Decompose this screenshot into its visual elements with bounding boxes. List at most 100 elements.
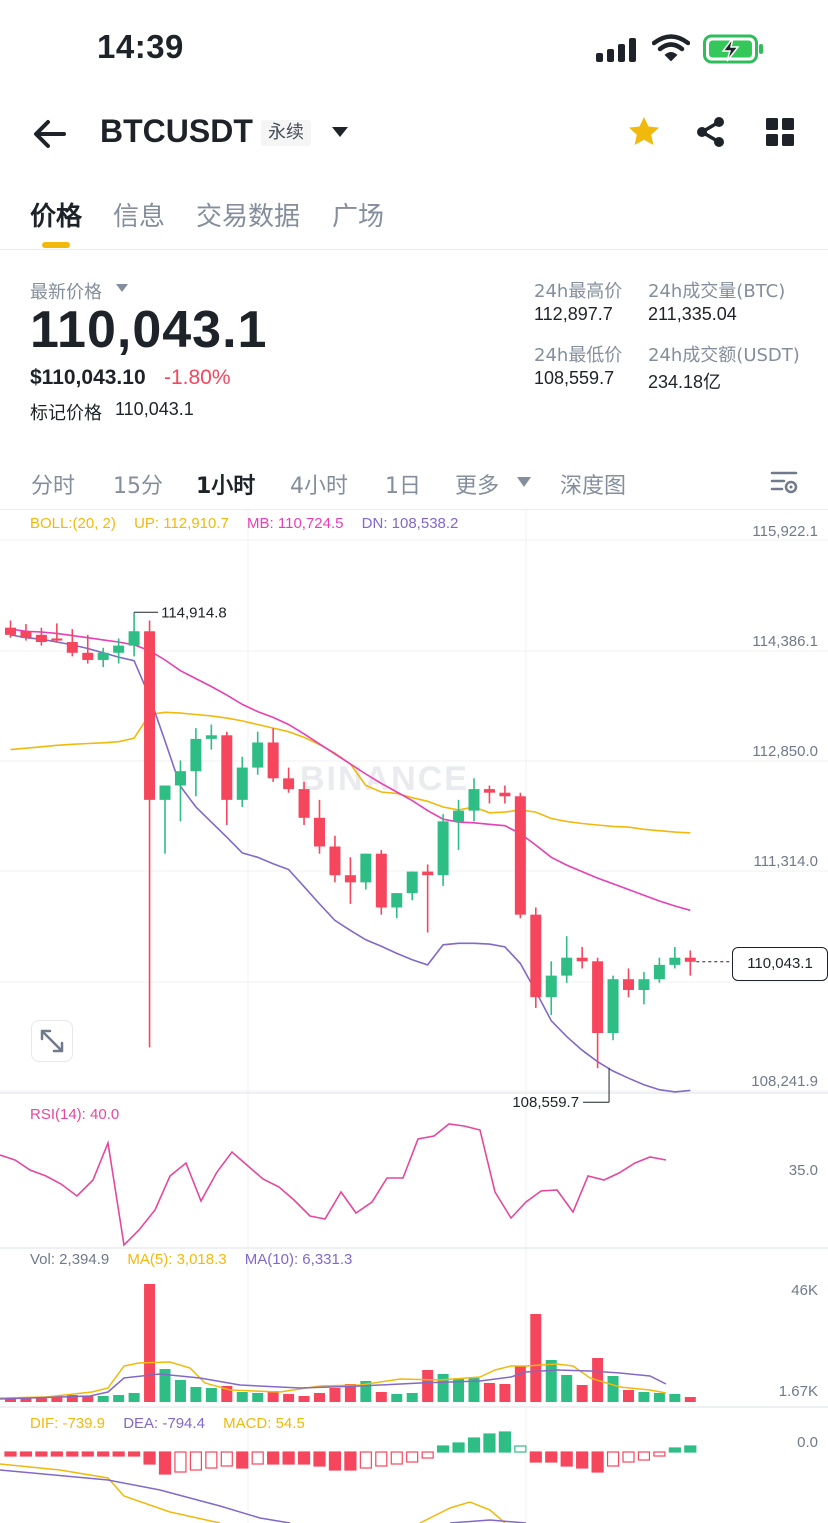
symbol-name[interactable]: BTCUSDT	[100, 113, 253, 149]
price-axis-label: 114,386.1	[752, 633, 818, 650]
candle-body	[113, 645, 125, 653]
share-icon[interactable]	[693, 114, 729, 150]
macd-bar	[112, 1451, 125, 1457]
interval-more[interactable]: 更多	[455, 474, 500, 499]
last-price: 110,043.1	[30, 301, 268, 359]
chart-settings-icon[interactable]	[770, 468, 798, 496]
macd-bar	[313, 1451, 326, 1467]
volume-bar	[669, 1394, 681, 1402]
caret-down-icon[interactable]	[116, 284, 128, 292]
volume-btc-label: 24h成交量(BTC)	[648, 281, 786, 302]
volume-bar	[607, 1376, 619, 1402]
boll-upper-line	[10, 711, 691, 834]
macd-dif-line	[419, 1501, 506, 1523]
back-arrow-icon[interactable]	[30, 114, 70, 154]
candle-body	[314, 817, 325, 847]
symbol-header: BTCUSDT 永续	[0, 100, 828, 166]
fullscreen-button[interactable]	[31, 1020, 73, 1062]
macd-bar	[81, 1451, 94, 1457]
interval-1h[interactable]: 1小时	[196, 474, 256, 499]
candle-body	[545, 975, 557, 998]
macd-bar	[653, 1451, 666, 1457]
candle-body	[437, 821, 449, 876]
candle-body	[483, 789, 495, 793]
volume-ma10: MA(10): 6,331.3	[244, 1251, 353, 1268]
candle-body	[684, 957, 696, 962]
rsi-axis-label: 35.0	[788, 1162, 818, 1179]
volume-bar	[684, 1397, 696, 1402]
interval-timeshare[interactable]: 分时	[31, 474, 76, 499]
chevron-down-icon[interactable]	[330, 124, 350, 140]
tab-price[interactable]: 价格	[30, 202, 83, 232]
macd-bar	[220, 1451, 233, 1467]
macd-bar	[421, 1451, 434, 1459]
volume-ma10-line	[0, 1369, 667, 1400]
signal-icon	[596, 38, 636, 62]
interval-15m[interactable]: 15分	[113, 474, 163, 499]
caret-down-icon[interactable]	[517, 477, 531, 487]
grid-menu-icon[interactable]	[762, 114, 798, 150]
interval-depth[interactable]: 深度图	[560, 474, 627, 499]
candle-body	[530, 914, 542, 998]
candle-body	[468, 789, 480, 811]
active-tab-indicator	[42, 242, 70, 248]
candle-body	[97, 652, 109, 660]
macd-bar	[498, 1431, 511, 1453]
last-price-tag[interactable]: 110,043.1	[732, 947, 828, 981]
candle-body	[236, 767, 248, 800]
tab-square[interactable]: 广场	[332, 202, 385, 232]
macd-bar	[282, 1451, 295, 1465]
tab-info[interactable]: 信息	[113, 202, 166, 232]
candle-body	[20, 631, 32, 638]
candle-body	[453, 810, 465, 822]
interval-1d[interactable]: 1日	[385, 474, 421, 499]
macd-bar	[174, 1451, 187, 1473]
candle-body	[607, 979, 619, 1034]
wifi-icon	[652, 34, 690, 62]
volume-axis-label: 1.67K	[778, 1383, 818, 1400]
candle-body	[592, 961, 604, 1034]
volume-bar	[561, 1375, 573, 1402]
star-icon[interactable]	[626, 114, 662, 150]
macd-bar	[576, 1451, 589, 1469]
candle-body	[344, 875, 356, 883]
macd-bar	[35, 1451, 48, 1457]
boll-name: BOLL:(20, 2)	[30, 515, 116, 532]
candle-body	[329, 846, 341, 876]
latest-price-label[interactable]: 最新价格	[30, 282, 102, 303]
macd-dif: DIF: -739.9	[30, 1415, 106, 1432]
rsi-value: RSI(14): 40.0	[30, 1106, 120, 1123]
candle-body	[298, 789, 310, 818]
macd-bar	[406, 1451, 419, 1463]
candle-body	[51, 638, 63, 641]
volume-bar	[159, 1369, 171, 1402]
volume-bar	[82, 1396, 94, 1402]
macd-legend: DIF: -739.9 DEA: -794.4 MACD: 54.5	[30, 1415, 319, 1432]
volume-bar	[437, 1374, 449, 1402]
candle-body	[623, 979, 634, 990]
status-time: 14:39	[97, 28, 184, 65]
volume-bar	[653, 1393, 665, 1402]
volume-legend: Vol: 2,394.9 MA(5): 3,018.3 MA(10): 6,33…	[30, 1251, 366, 1268]
macd-bar	[158, 1451, 172, 1475]
volume-bar	[406, 1393, 418, 1402]
volume-bar	[623, 1390, 634, 1402]
tab-trading-data[interactable]: 交易数据	[196, 202, 301, 232]
interval-4h[interactable]: 4小时	[290, 474, 348, 499]
candle-body	[128, 631, 140, 646]
candle-body	[360, 853, 372, 883]
macd-bar	[359, 1451, 372, 1469]
high-24h-label: 24h最高价	[534, 281, 623, 302]
volume-bar	[35, 1397, 47, 1402]
price-axis-label: 115,922.1	[752, 523, 818, 540]
volume-usdt-label: 24h成交额(USDT)	[648, 345, 800, 366]
volume-bar	[360, 1381, 372, 1402]
macd-bar	[328, 1451, 342, 1471]
candle-body	[391, 893, 403, 908]
macd-bar	[560, 1451, 573, 1467]
macd-bar	[143, 1451, 156, 1465]
macd-bar	[514, 1445, 527, 1453]
battery-icon	[703, 34, 763, 64]
kline-chart[interactable]: 114,914.8 108,559.7	[0, 510, 828, 1523]
volume-bar	[97, 1396, 109, 1402]
